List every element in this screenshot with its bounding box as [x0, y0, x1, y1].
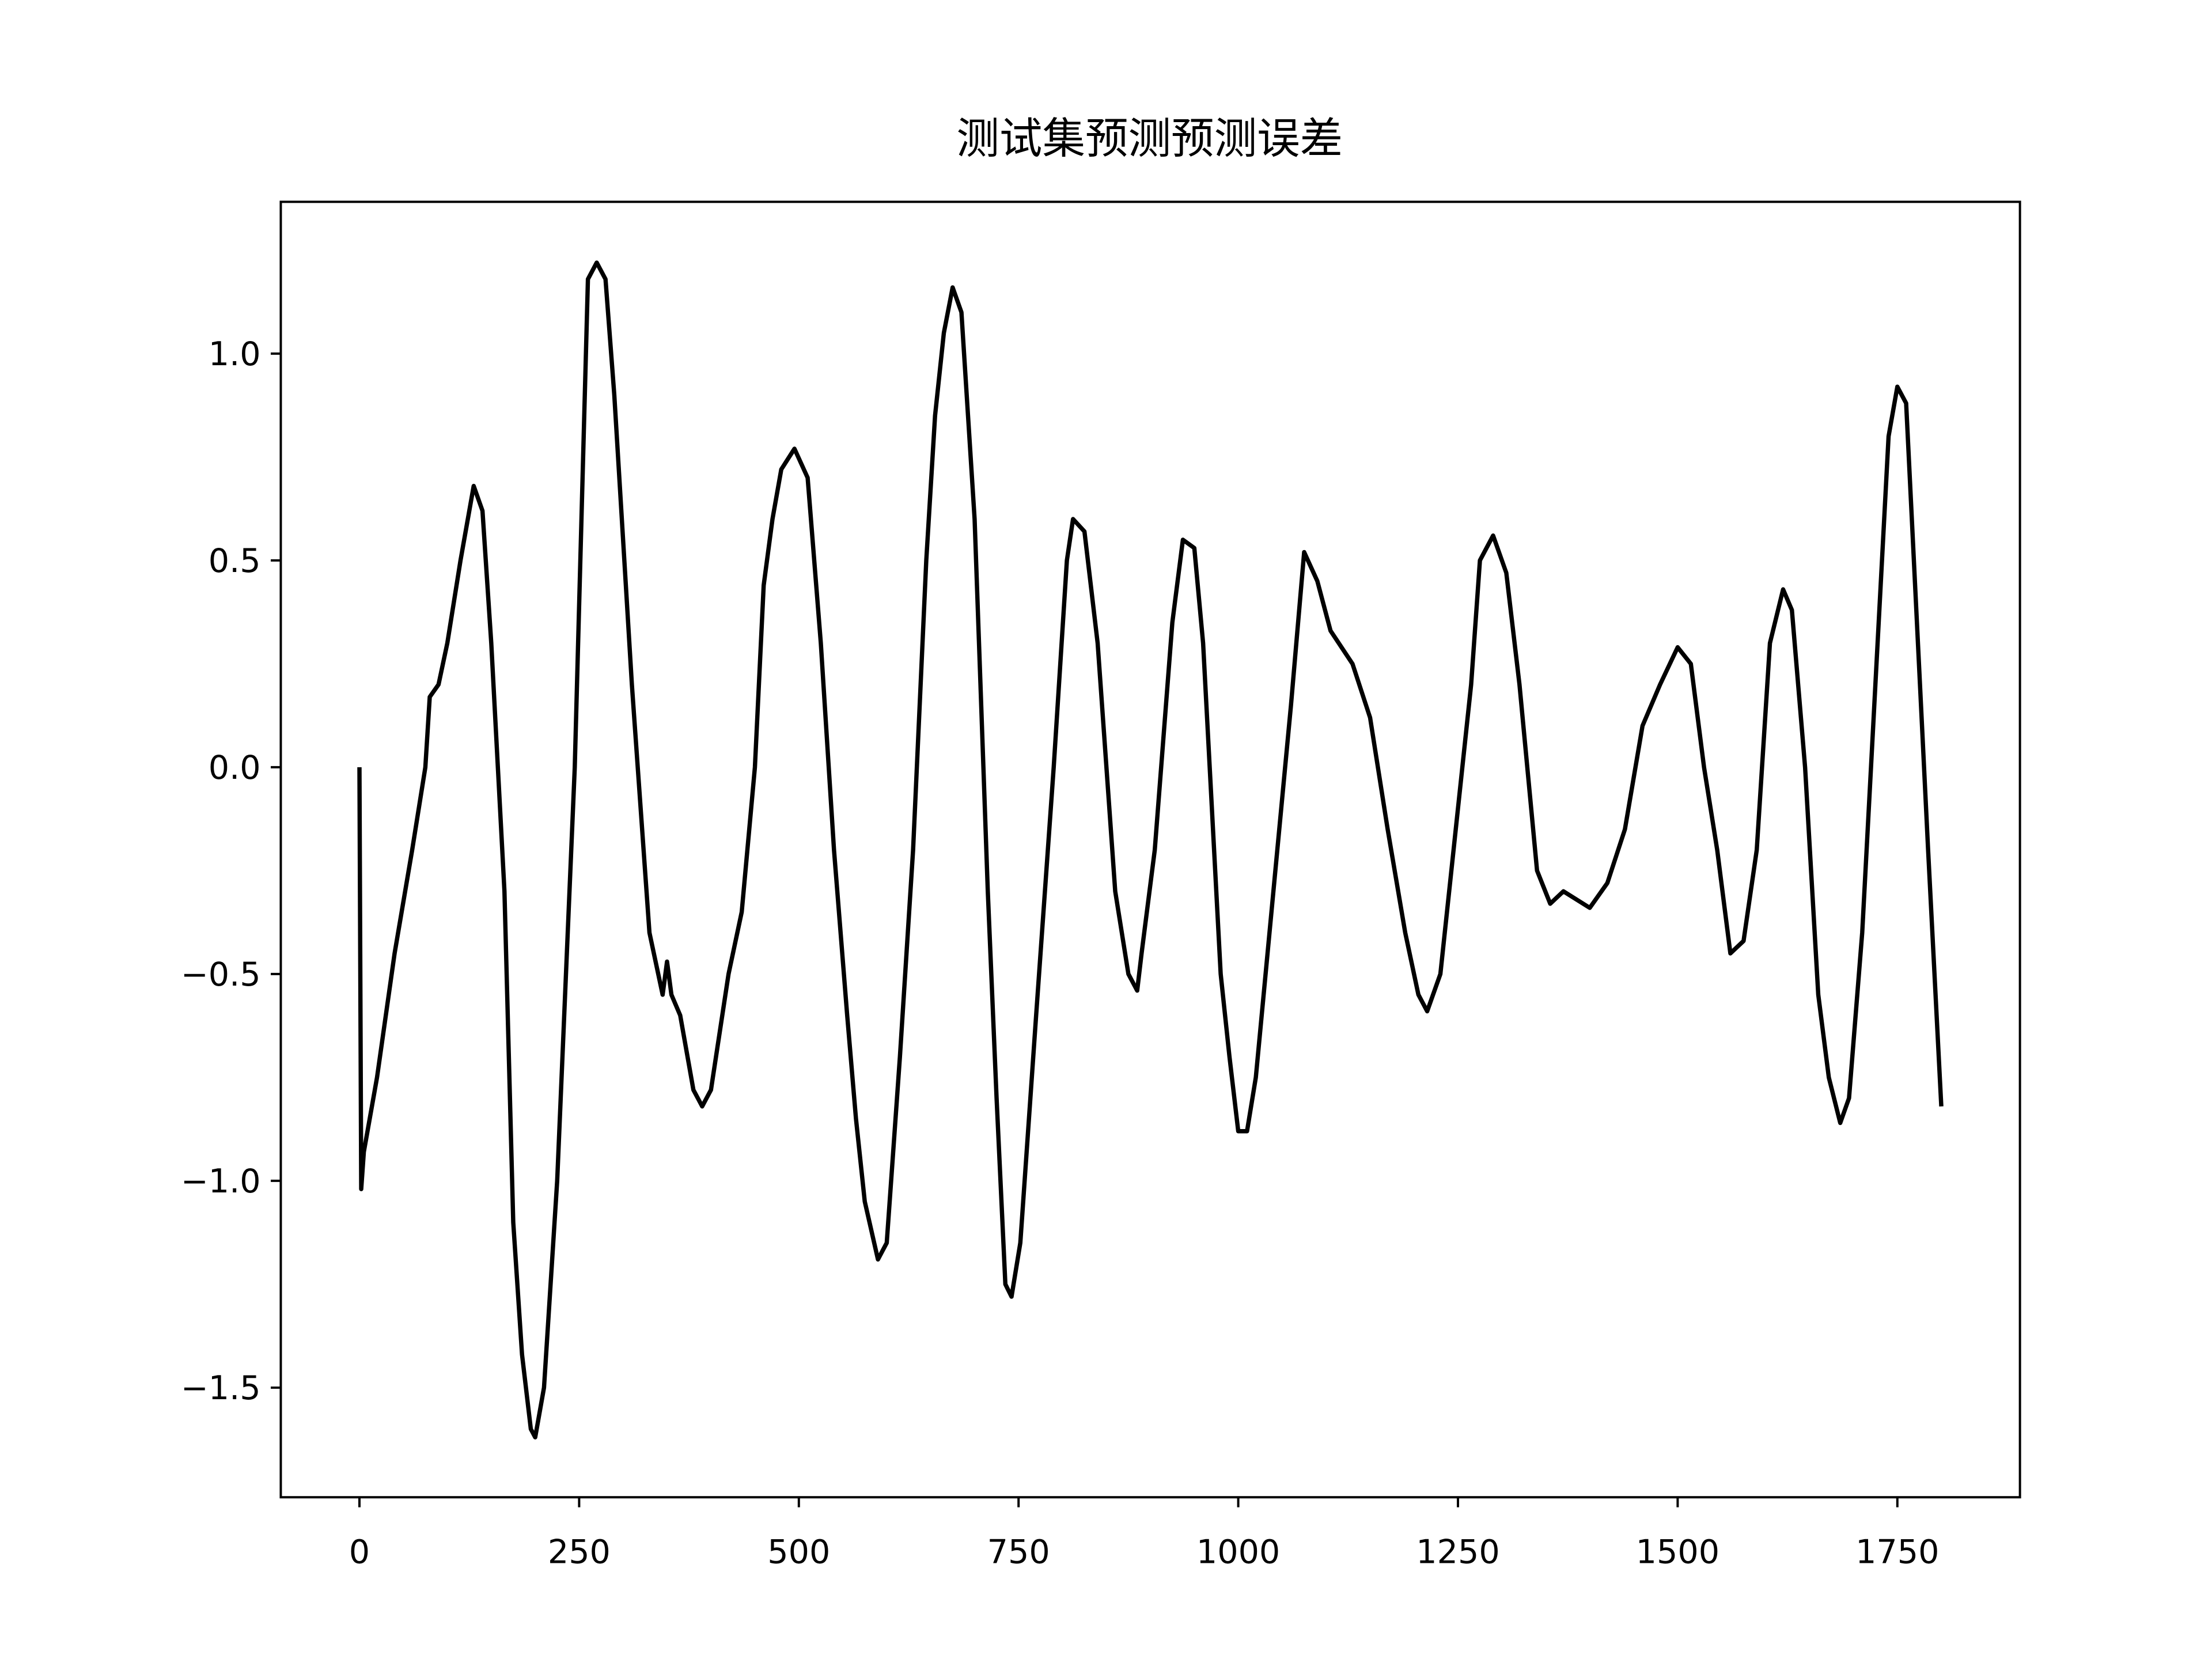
x-tick-label: 250: [548, 1533, 611, 1571]
chart-title: 测试集预测预测误差: [956, 113, 1343, 164]
y-tick-label: −1.0: [181, 1162, 261, 1200]
line: [357, 260, 1944, 1440]
y-tick-label: 0.0: [209, 749, 261, 787]
x-tick-label: 500: [767, 1533, 830, 1571]
x-tick-label: 1000: [1196, 1533, 1280, 1571]
x-tick-label: 1250: [1416, 1533, 1499, 1571]
x-tick-label: 750: [987, 1533, 1050, 1571]
y-tick-label: −0.5: [181, 956, 261, 994]
plot-frame: [279, 200, 2021, 1499]
x-tick-label: 0: [349, 1533, 370, 1571]
x-tick-label: 1750: [1855, 1533, 1939, 1571]
x-tick-label: 1500: [1636, 1533, 1719, 1571]
y-tick-label: −1.5: [181, 1369, 261, 1407]
y-tick-label: 0.5: [209, 542, 261, 580]
y-tick-label: 1.0: [209, 335, 261, 373]
